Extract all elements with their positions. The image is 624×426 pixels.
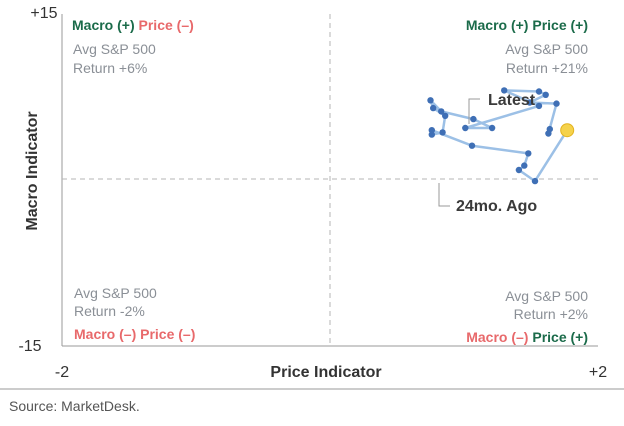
data-point <box>462 124 469 132</box>
quadrant-top-left-price: Price (–) <box>139 17 194 33</box>
data-point <box>430 104 437 112</box>
quadrant-top-left-note-1: Avg S&P 500 <box>73 41 156 57</box>
data-point <box>438 108 445 115</box>
y-tick-bottom: -15 <box>18 338 41 355</box>
data-point <box>515 166 523 174</box>
source-note: Source: MarketDesk. <box>9 398 140 414</box>
latest-point <box>560 123 575 138</box>
data-series <box>427 87 575 185</box>
data-point <box>468 142 476 149</box>
data-point <box>428 131 435 138</box>
quadrant-top-right-note-2: Return +21% <box>506 60 588 76</box>
oldest-label: 24mo. Ago <box>456 198 537 215</box>
data-point <box>488 124 496 132</box>
data-point <box>535 88 543 95</box>
data-point <box>521 162 528 169</box>
data-point <box>428 127 435 134</box>
x-tick-right: +2 <box>589 364 607 381</box>
data-point <box>526 99 533 106</box>
latest-leader-line <box>468 98 480 124</box>
data-point <box>442 112 449 120</box>
data-point <box>535 102 543 110</box>
quadrant-top-right-macro: Macro (+) <box>466 17 529 33</box>
quadrant-top-left-title: Macro (+) Price (–) <box>72 17 194 33</box>
data-point <box>525 150 532 157</box>
data-point <box>470 115 477 123</box>
quadrant-bottom-left-macro: Macro (–) <box>74 326 136 342</box>
data-point <box>545 130 552 137</box>
quadrant-top-left-macro: Macro (+) <box>72 17 135 33</box>
quadrant-top-right-title: Macro (+) Price (+) <box>466 17 588 33</box>
quadrant-top-right-price: Price (+) <box>532 17 588 33</box>
quadrant-bottom-right-note-1: Avg S&P 500 <box>505 288 588 304</box>
data-point <box>439 129 446 136</box>
quadrant-bottom-left-price: Price (–) <box>140 326 195 342</box>
latest-label: Latest <box>488 92 536 109</box>
quadrant-bottom-left-note-1: Avg S&P 500 <box>74 285 157 301</box>
quadrant-bottom-left-title: Macro (–) Price (–) <box>74 326 195 342</box>
data-point <box>553 100 560 107</box>
quadrant-top-left-note-2: Return +6% <box>73 60 147 76</box>
quadrant-bottom-right-title: Macro (–) Price (+) <box>466 329 588 345</box>
y-tick-top: +15 <box>30 5 57 22</box>
quadrant-bottom-right-price: Price (+) <box>532 329 588 345</box>
data-point <box>501 87 508 94</box>
data-point <box>531 177 539 185</box>
x-tick-left: -2 <box>55 364 69 381</box>
quadrant-bottom-left-note-2: Return -2% <box>74 303 145 319</box>
quadrant-bottom-right-note-2: Return +2% <box>514 306 588 322</box>
data-point <box>542 91 549 99</box>
data-point <box>427 97 434 104</box>
quadrant-bottom-right-macro: Macro (–) <box>466 329 528 345</box>
oldest-leader-line <box>438 183 450 207</box>
y-axis-label: Macro Indicator <box>24 111 41 230</box>
quadrant-top-right-note-1: Avg S&P 500 <box>505 41 588 57</box>
x-axis-label: Price Indicator <box>270 364 381 381</box>
